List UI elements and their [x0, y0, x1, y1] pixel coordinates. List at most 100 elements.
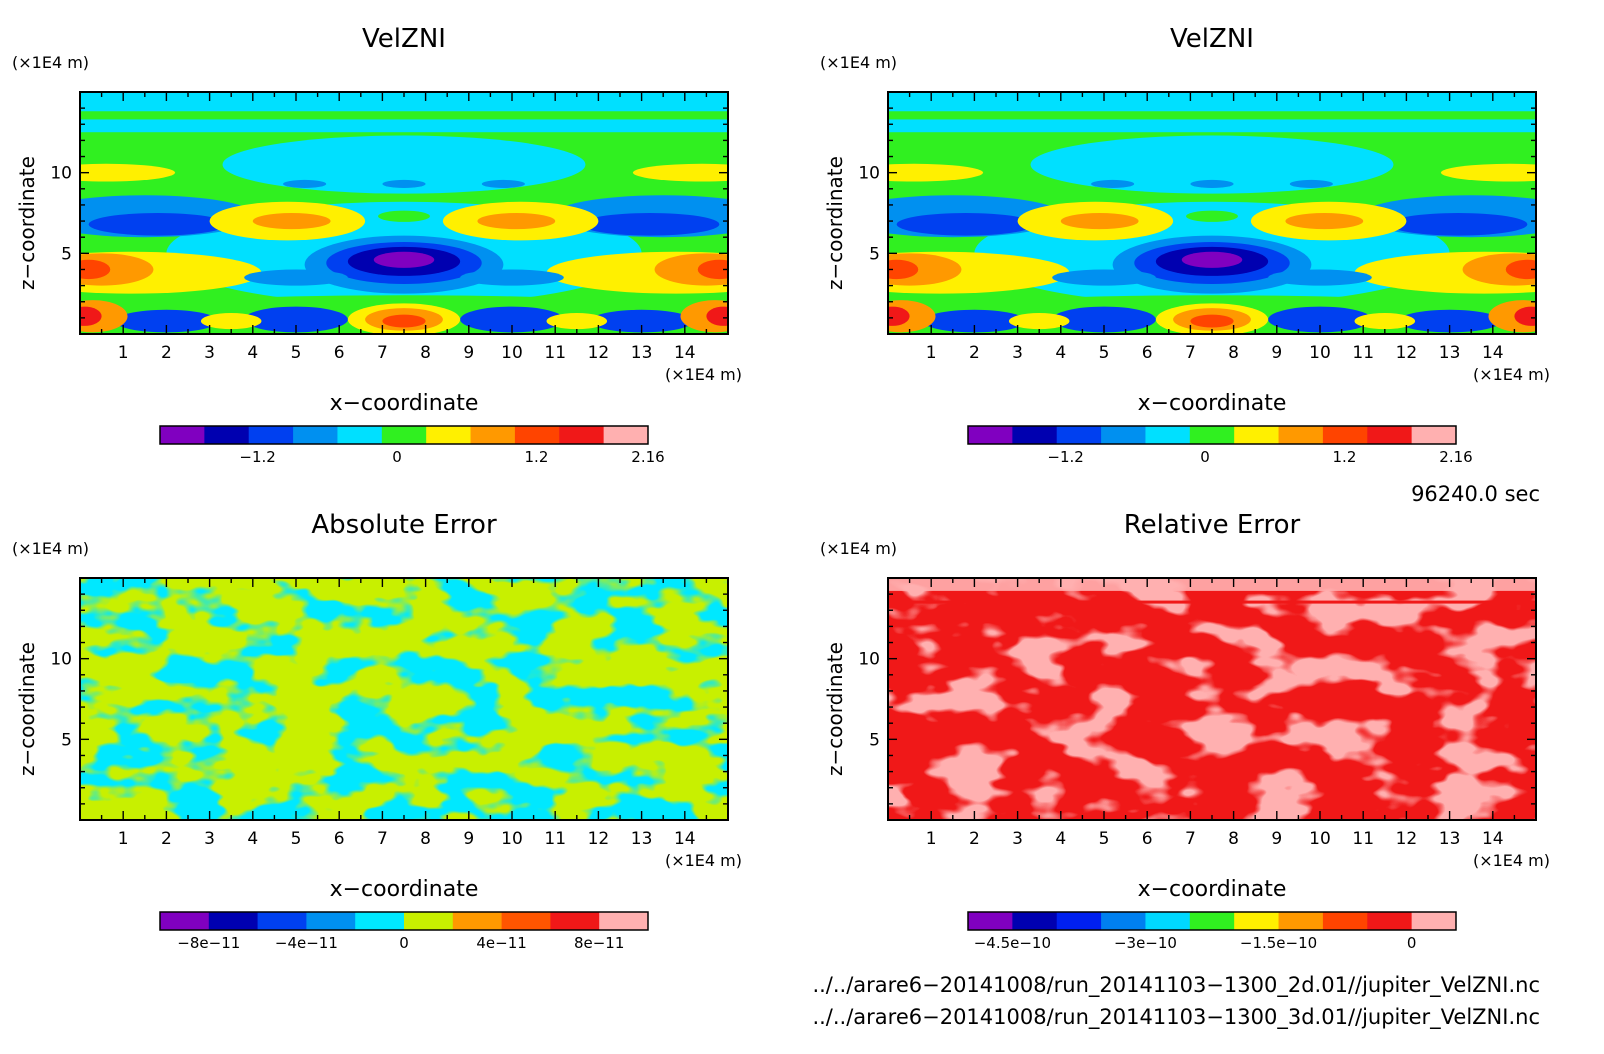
x-tick-label: 5 [291, 829, 302, 849]
colorbar-swatch [426, 426, 472, 444]
x-axis-label: x−coordinate [330, 391, 479, 416]
colorbar-swatch [968, 912, 1013, 930]
y-unit-label: (×1E4 m) [820, 539, 897, 558]
colorbar-swatch [1145, 426, 1191, 444]
x-tick-label: 5 [1099, 829, 1110, 849]
x-tick-label: 13 [631, 343, 653, 363]
x-tick-label: 9 [1271, 343, 1282, 363]
colorbar-tick-label: 0 [399, 934, 409, 952]
colorbar-swatch [404, 912, 454, 930]
x-tick-label: 8 [420, 829, 431, 849]
x-tick-label: 6 [1142, 829, 1153, 849]
x-tick-label: 1 [118, 343, 129, 363]
colorbar-swatch [1101, 912, 1146, 930]
x-axis-label: x−coordinate [1138, 877, 1287, 902]
x-tick-label: 9 [463, 829, 474, 849]
x-tick-label: 1 [118, 829, 129, 849]
colorbar-tick-label: 0 [1407, 934, 1417, 952]
x-tick-label: 4 [1055, 829, 1066, 849]
colorbar-tick-label: 4e−11 [476, 934, 526, 952]
x-tick-label: 10 [1309, 829, 1331, 849]
x-tick-label: 12 [588, 829, 610, 849]
x-tick-label: 12 [588, 343, 610, 363]
x-tick-label: 13 [631, 829, 653, 849]
colorbar-tick-label: −4.5e−10 [974, 934, 1051, 952]
contour-field [80, 578, 728, 820]
x-tick-label: 4 [247, 829, 258, 849]
file-path-1: ../../arare6−20141008/run_20141103−1300_… [812, 973, 1540, 998]
colorbar-swatch [1367, 426, 1413, 444]
x-tick-label: 9 [1271, 829, 1282, 849]
x-unit-label: (×1E4 m) [665, 365, 742, 384]
colorbar-swatch [1234, 426, 1280, 444]
colorbar-swatch [1278, 912, 1324, 930]
x-tick-label: 5 [1099, 343, 1110, 363]
colorbar-tick-label: 1.2 [525, 448, 549, 466]
colorbar-swatch [306, 912, 356, 930]
x-tick-label: 2 [161, 343, 172, 363]
y-tick-label: 10 [50, 164, 72, 184]
colorbar-swatch [248, 426, 294, 444]
colorbar-swatch [1322, 912, 1368, 930]
y-tick-label: 5 [869, 244, 880, 264]
x-unit-label: (×1E4 m) [665, 851, 742, 870]
y-axis-label: z−coordinate [15, 642, 39, 776]
colorbar-swatch [381, 426, 427, 444]
x-tick-label: 8 [420, 343, 431, 363]
colorbar-swatch [599, 912, 649, 930]
colorbar-swatch [1411, 912, 1457, 930]
x-tick-label: 3 [1012, 343, 1023, 363]
colorbar-swatch [1367, 912, 1413, 930]
colorbar-swatch [452, 912, 503, 930]
y-axis-label: z−coordinate [823, 642, 847, 776]
x-tick-label: 7 [1185, 343, 1196, 363]
x-tick-label: 7 [377, 829, 388, 849]
x-tick-label: 2 [969, 343, 980, 363]
colorbar-swatch [559, 426, 605, 444]
colorbar-tick-label: 8e−11 [574, 934, 624, 952]
x-axis-label: x−coordinate [1138, 391, 1287, 416]
colorbar-swatch [550, 912, 600, 930]
colorbar-swatch [355, 912, 405, 930]
x-tick-label: 14 [1482, 829, 1504, 849]
colorbar-swatch [160, 426, 205, 444]
x-unit-label: (×1E4 m) [1473, 851, 1550, 870]
colorbar-tick-label: −1.2 [1047, 448, 1083, 466]
x-tick-label: 4 [247, 343, 258, 363]
x-tick-label: 11 [544, 829, 566, 849]
colorbar: −4.5e−10 −3e−10 −1.5e−10 0 [967, 911, 1457, 952]
x-tick-label: 1 [926, 343, 937, 363]
x-tick-label: 10 [1309, 343, 1331, 363]
x-tick-label: 6 [334, 829, 345, 849]
colorbar-tick-label: −4e−11 [275, 934, 338, 952]
x-tick-label: 2 [969, 829, 980, 849]
x-tick-label: 11 [1352, 829, 1374, 849]
colorbar-swatch [1012, 912, 1058, 930]
x-tick-label: 12 [1396, 829, 1418, 849]
colorbar-tick-label: 2.16 [631, 448, 664, 466]
colorbar-swatch [1056, 912, 1102, 930]
colorbar-tick-label: −3e−10 [1114, 934, 1177, 952]
colorbar: −1.2 0 1.2 2.16 [159, 425, 665, 466]
colorbar-swatch [968, 426, 1013, 444]
colorbar-swatch [1411, 426, 1457, 444]
colorbar-swatch [1189, 912, 1235, 930]
colorbar-tick-label: −1.5e−10 [1240, 934, 1317, 952]
contour-field [888, 578, 1536, 820]
x-tick-label: 7 [377, 343, 388, 363]
colorbar-swatch [1189, 426, 1235, 444]
contour-field [888, 92, 1536, 334]
colorbar-swatch [204, 426, 250, 444]
colorbar-swatch [293, 426, 338, 444]
x-axis-label: x−coordinate [330, 877, 479, 902]
x-tick-label: 9 [463, 343, 474, 363]
chart-title: VelZNI [362, 24, 446, 54]
x-tick-label: 12 [1396, 343, 1418, 363]
x-tick-label: 3 [1012, 829, 1023, 849]
x-unit-label: (×1E4 m) [1473, 365, 1550, 384]
x-tick-label: 11 [544, 343, 566, 363]
colorbar: −8e−11 −4e−11 0 4e−11 8e−11 [159, 911, 649, 952]
chart-title: Absolute Error [311, 510, 497, 540]
